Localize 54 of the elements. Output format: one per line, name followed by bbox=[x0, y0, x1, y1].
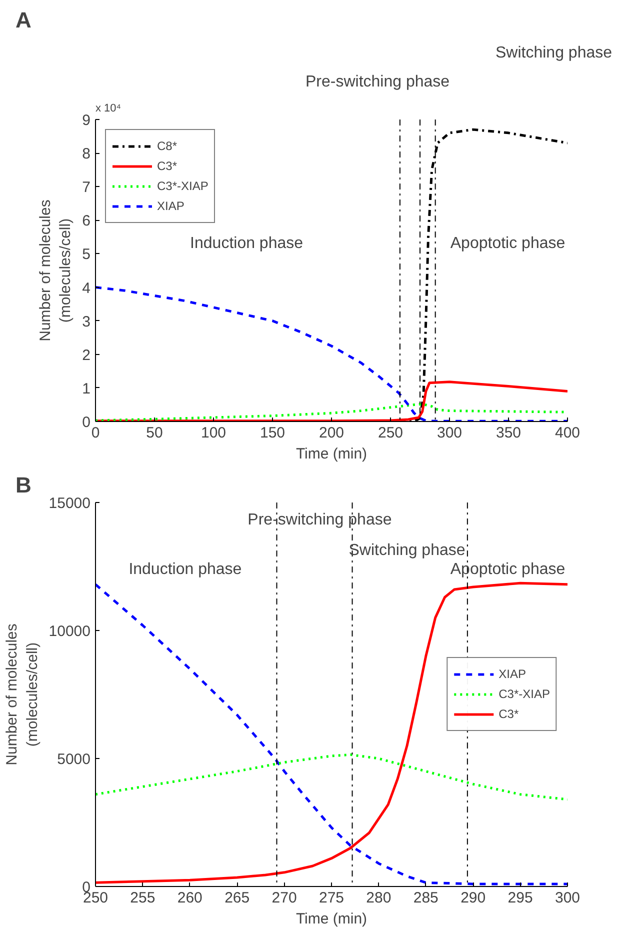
x-tick-label: 100 bbox=[200, 424, 226, 442]
y-tick-label: 10000 bbox=[48, 623, 91, 640]
y-tick-label: 4 bbox=[82, 280, 90, 297]
annotation: Switching phase bbox=[348, 542, 466, 559]
y-tick-label: 15000 bbox=[48, 495, 91, 512]
x-tick-label: 275 bbox=[318, 890, 344, 906]
x-tick-label: 295 bbox=[508, 890, 533, 906]
text: Switching phase bbox=[496, 44, 612, 62]
chart-title: B bbox=[16, 472, 32, 498]
x-tick-label: 250 bbox=[378, 424, 404, 442]
legend-label: C3* bbox=[498, 707, 519, 721]
x-axis-title: Time (min) bbox=[296, 446, 368, 462]
x-tick-label: 400 bbox=[554, 424, 580, 442]
line-series bbox=[96, 753, 568, 801]
legend-label: XIAP bbox=[157, 199, 184, 213]
y-tick-label: 8 bbox=[82, 146, 90, 163]
y-tick-label: 1 bbox=[82, 380, 90, 398]
x-tick-label: 50 bbox=[146, 424, 163, 442]
x-tick-label: 280 bbox=[366, 890, 392, 906]
annotation: Pre-switching phase bbox=[248, 511, 392, 528]
x-tick-label: 200 bbox=[318, 424, 344, 442]
y-tick-label: 9 bbox=[82, 112, 90, 129]
annotation: Apoptotic phase bbox=[450, 234, 566, 252]
x-tick-label: 300 bbox=[554, 890, 580, 906]
chart-title: A bbox=[16, 8, 32, 32]
x-tick-label: 285 bbox=[413, 890, 438, 906]
text: x 10⁴ bbox=[96, 102, 122, 114]
legend-label: C8* bbox=[157, 139, 178, 153]
x-axis-title: Time (min) bbox=[296, 910, 368, 928]
x-tick-label: 260 bbox=[177, 890, 202, 906]
y-axis-title: Number of molecules (molecules/cell) bbox=[3, 624, 41, 766]
annotation: Induction phase bbox=[190, 234, 304, 252]
y-tick-label: 2 bbox=[82, 346, 90, 364]
x-tick-label: 270 bbox=[272, 890, 297, 906]
y-axis-title: Number of molecules (molecules/cell) bbox=[36, 200, 74, 342]
y-tick-label: 0 bbox=[82, 414, 90, 431]
legend-label: C3*-XIAP bbox=[498, 687, 550, 701]
legend-label: XIAP bbox=[498, 667, 526, 681]
x-tick-label: 150 bbox=[260, 424, 286, 442]
y-tick-label: 5000 bbox=[57, 751, 91, 768]
y-tick-label: 7 bbox=[82, 179, 90, 196]
x-tick-label: 265 bbox=[224, 890, 250, 906]
y-tick-label: 3 bbox=[82, 313, 90, 330]
x-tick-label: 350 bbox=[496, 424, 522, 442]
legend-label: C3* bbox=[157, 159, 178, 173]
annotation: Induction phase bbox=[128, 561, 242, 578]
x-tick-label: 255 bbox=[130, 890, 156, 906]
text: Pre-switching phase bbox=[306, 74, 450, 90]
x-tick-label: 290 bbox=[460, 890, 486, 906]
annotation: Apoptotic phase bbox=[450, 561, 566, 578]
x-tick-label: 300 bbox=[436, 424, 462, 442]
y-tick-label: 5 bbox=[82, 246, 90, 264]
legend-label: C3*-XIAP bbox=[157, 179, 208, 193]
y-tick-label: 6 bbox=[82, 212, 90, 230]
